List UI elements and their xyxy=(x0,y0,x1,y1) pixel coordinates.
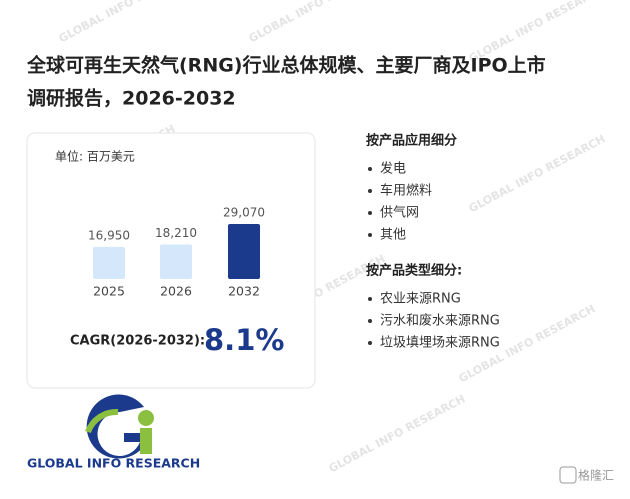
bar xyxy=(160,244,192,279)
unit-label: 单位: 百万美元 xyxy=(55,149,135,164)
watermark: GLOBAL INFO RESEARCH xyxy=(57,0,198,45)
segment-heading: 按产品应用细分 xyxy=(366,133,457,149)
bullet xyxy=(368,189,372,193)
bullet xyxy=(368,297,372,301)
badge-icon xyxy=(559,466,577,484)
title-line: 调研报告，2026-2032 xyxy=(27,87,236,110)
badge: 格隆汇 xyxy=(578,468,614,483)
value-label: 29,070 xyxy=(223,206,265,220)
bullet xyxy=(368,211,372,215)
segment-item: 其他 xyxy=(380,228,406,243)
watermark: GLOBAL INFO RESEARCH xyxy=(247,0,388,45)
watermark: GLOBAL INFO RESEARCH xyxy=(327,392,468,475)
watermark: GLOBAL INFO RESEARCH xyxy=(467,132,608,215)
x-tick-label: 2032 xyxy=(228,284,260,299)
cagr-value: 8.1% xyxy=(204,323,284,357)
bullet xyxy=(368,167,372,171)
bar xyxy=(228,224,260,279)
value-label: 16,950 xyxy=(88,228,130,242)
x-tick-label: 2025 xyxy=(93,284,125,299)
segment-item: 垃圾填埋场来源RNG xyxy=(380,336,500,351)
segment-item: 农业来源RNG xyxy=(380,292,461,307)
x-tick-label: 2026 xyxy=(160,284,192,299)
segment-item: 污水和废水来源RNG xyxy=(380,313,500,329)
cagr-label: CAGR(2026-2032): xyxy=(70,334,205,349)
logo-mark xyxy=(85,394,154,459)
title-line: 全球可再生天然气(RNG)行业总体规模、主要厂商及IPO上市 xyxy=(26,54,546,77)
segment-item: 供气网 xyxy=(380,205,419,221)
bullet xyxy=(368,233,372,237)
bar xyxy=(93,246,125,279)
logo-text: GLOBAL INFO RESEARCH xyxy=(27,456,200,471)
segment-item: 车用燃料 xyxy=(380,183,432,199)
value-label: 18,210 xyxy=(155,226,197,240)
segment-heading: 按产品类型细分: xyxy=(366,263,462,279)
bullet xyxy=(368,319,372,323)
segment-item: 发电 xyxy=(380,161,406,177)
bullet xyxy=(368,341,372,345)
